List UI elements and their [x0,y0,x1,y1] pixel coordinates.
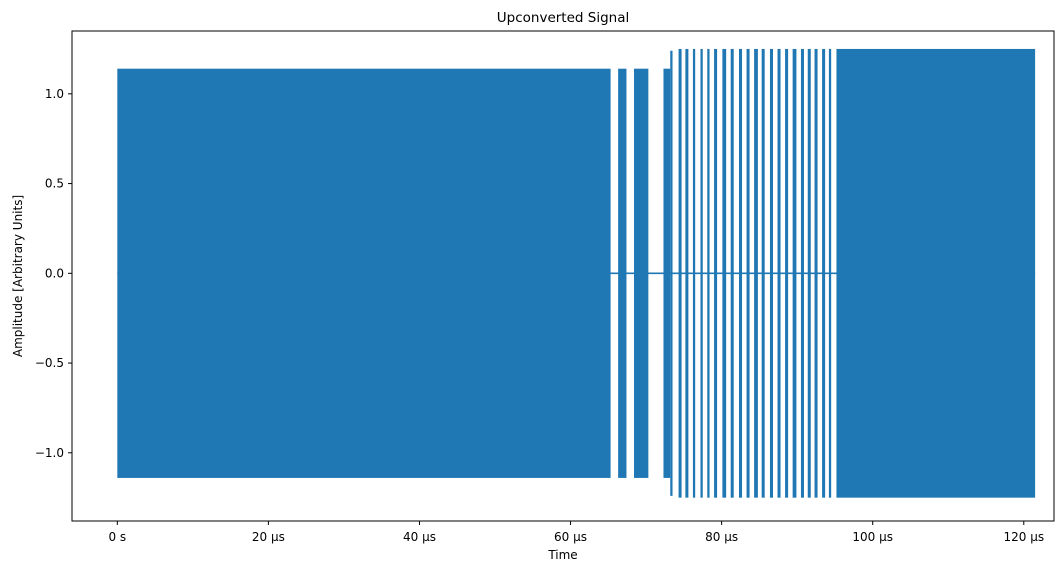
y-axis-title: Amplitude [Arbitrary Units] [11,195,25,357]
signal-burst-23 [807,48,811,498]
x-tick-label: 80 µs [705,530,738,544]
signal-burst-26 [828,48,832,498]
signal-burst-19 [777,48,781,498]
signal-burst-11 [714,48,718,498]
y-tick-label: −1.0 [35,446,64,460]
axes-frame [71,30,1055,522]
signal-burst-18 [769,48,773,498]
x-axis-title: Time [547,548,577,561]
signal-burst-17 [761,48,765,498]
x-tick-label: 20 µs [252,530,285,544]
signal-burst-22 [800,48,804,498]
signal-burst-9 [700,48,703,498]
x-tick-label: 120 µs [1003,530,1044,544]
signal-burst-6 [678,48,682,498]
signal-burst-12 [722,48,727,498]
signal-burst-1 [117,68,611,478]
signal-burst-27 [836,48,1036,498]
signal-burst-24 [814,48,818,498]
signal-burst-15 [746,48,750,498]
chart-title: Upconverted Signal [497,10,629,26]
signal-burst-10 [707,48,710,498]
signal-burst-14 [739,48,743,498]
signal-burst-16 [754,48,758,498]
signal-burst-3 [634,68,649,478]
y-axis: 1.0 0.5 0.0 −0.5 −1.0 [35,87,72,460]
signal-burst-25 [822,48,826,498]
plot-area [117,48,1036,498]
y-tick-label: 1.0 [45,87,64,101]
signal-burst-13 [730,48,734,498]
signal-burst-4 [663,68,671,478]
x-tick-label: 40 µs [403,530,436,544]
x-tick-label: 0 s [108,530,126,544]
x-tick-label: 60 µs [554,530,587,544]
y-tick-label: 0.5 [45,177,64,191]
signal-burst-5 [670,50,673,496]
x-axis: 0 s 20 µs 40 µs 60 µs 80 µs 100 µs 120 µs [108,521,1044,544]
y-tick-label: 0.0 [45,266,64,280]
signal-burst-2 [618,68,627,478]
x-tick-label: 100 µs [852,530,893,544]
signal-burst-20 [785,48,789,498]
y-tick-label: −0.5 [35,356,64,370]
signal-burst-21 [792,48,797,498]
signal-burst-8 [692,48,696,498]
signal-burst-7 [685,48,689,498]
